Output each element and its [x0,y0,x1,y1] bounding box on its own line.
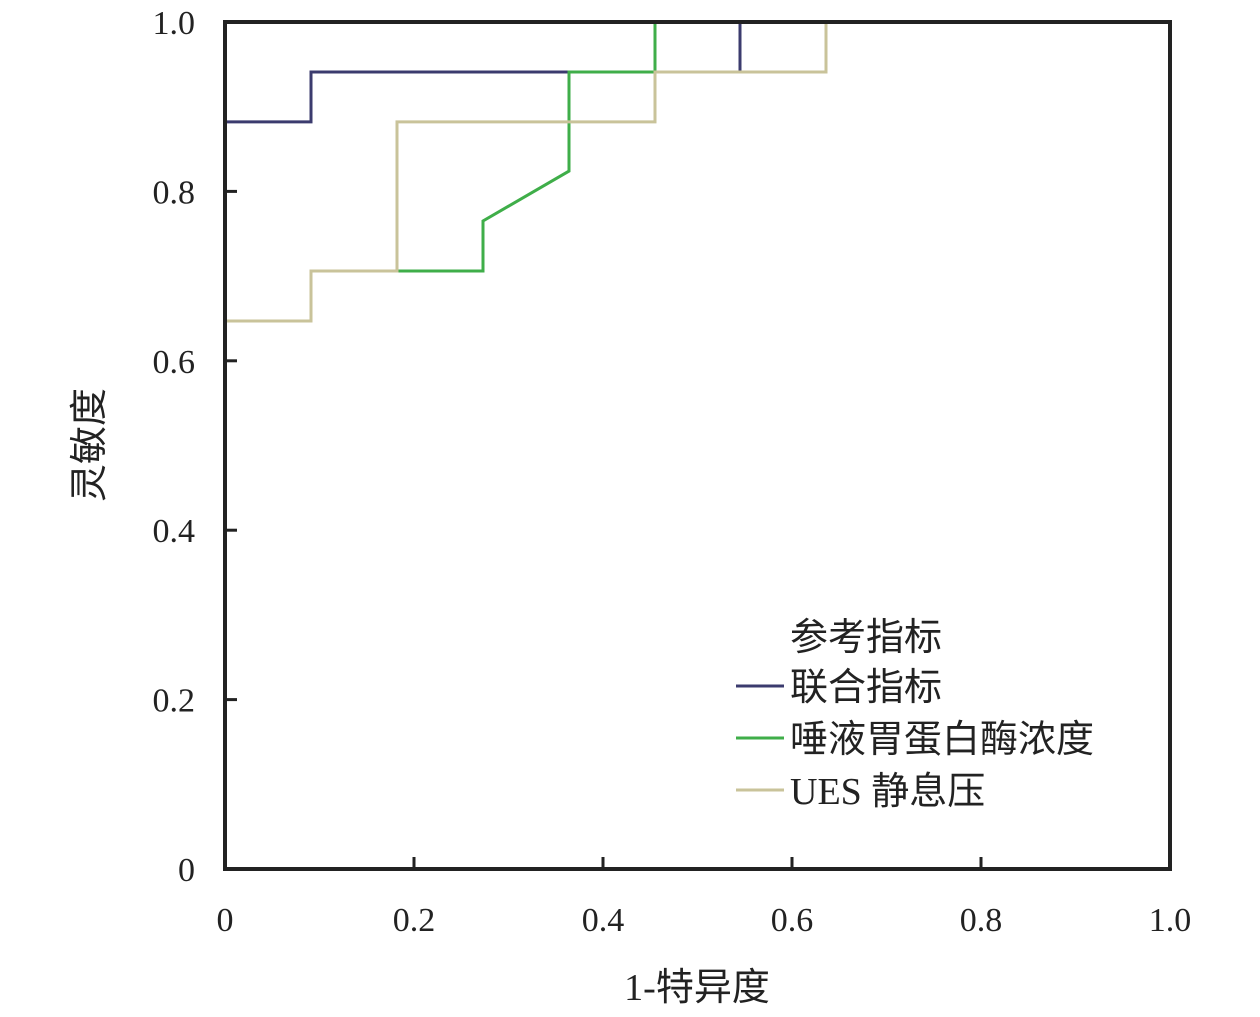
x-axis-ticks: 0 0.2 0.4 0.6 0.8 1.0 [217,857,1192,939]
y-tick-label-3: 0.6 [153,344,196,381]
y-tick-label-4: 0.8 [153,174,196,211]
legend-label-1: 唾液胃蛋白酶浓度 [790,719,1094,761]
x-tick-label-2: 0.4 [582,902,625,939]
legend-label-0: 联合指标 [790,667,942,709]
series-line-2 [225,20,1170,323]
y-axis-title: 灵敏度 [69,388,111,502]
x-tick-label-0: 0 [217,902,234,939]
plot-area-frame [223,20,1172,871]
x-tick-label-1: 0.2 [393,902,436,939]
y-axis-ticks: 0 0.2 0.4 0.6 0.8 1.0 [153,5,237,889]
x-tick-label-3: 0.6 [771,902,814,939]
x-tick-label-5: 1.0 [1149,902,1192,939]
x-axis-title: 1-特异度 [624,967,770,1009]
y-tick-label-2: 0.4 [153,513,196,550]
legend-title: 参考指标 [790,617,942,659]
y-tick-label-5: 1.0 [153,5,196,42]
y-tick-label-0: 0 [178,852,195,889]
y-tick-label-1: 0.2 [153,683,196,720]
series-layer [225,20,1170,323]
legend-label-2: UES 静息压 [790,771,985,813]
x-tick-label-4: 0.8 [960,902,1003,939]
series-line-1 [225,20,1170,323]
